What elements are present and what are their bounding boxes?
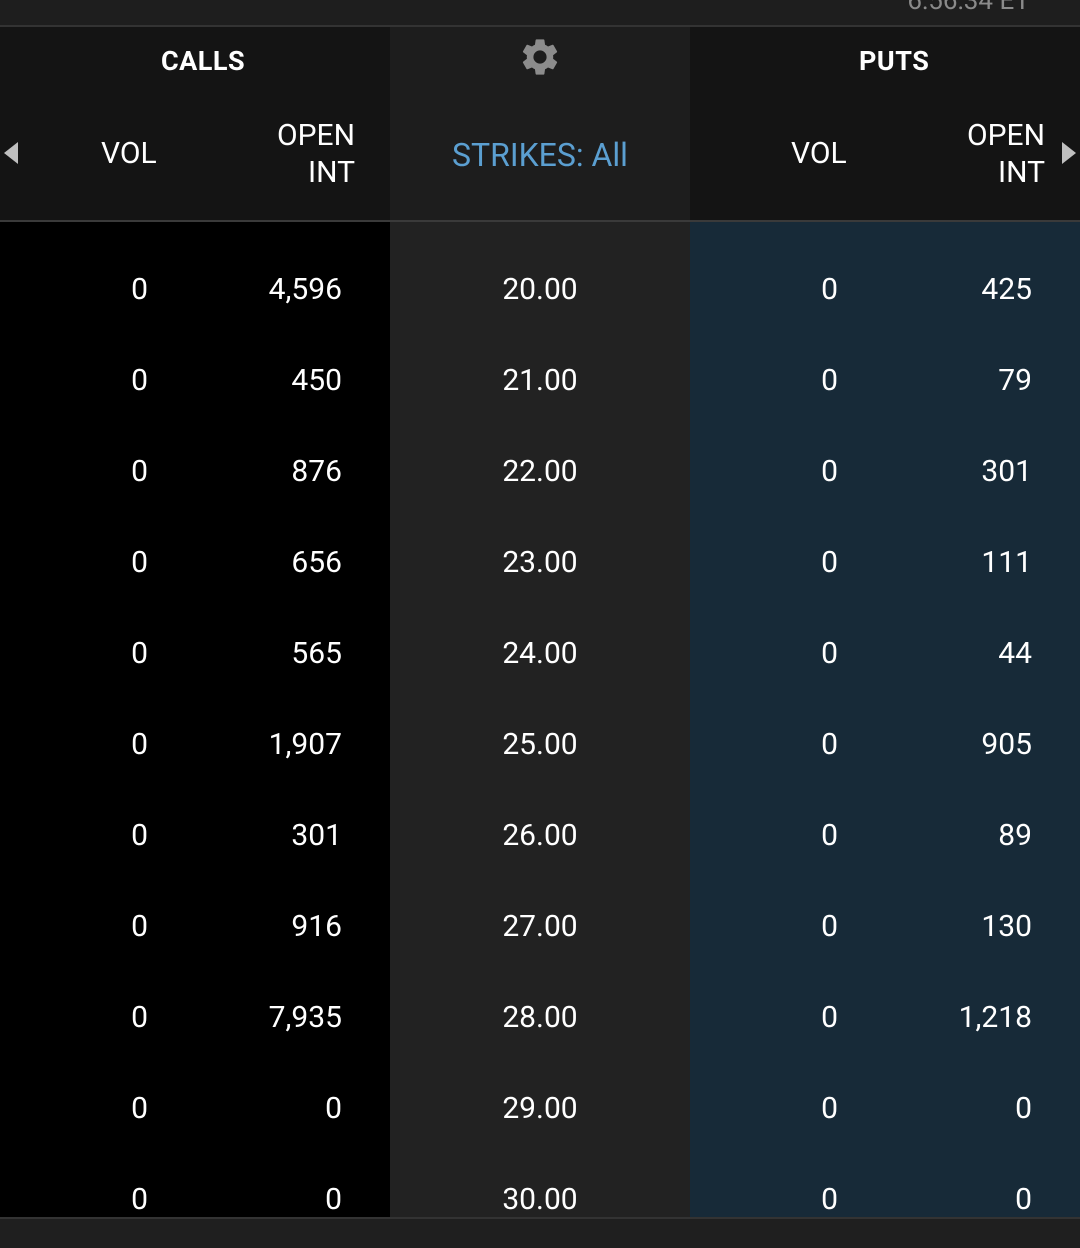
put-vol-cell: 0	[821, 818, 838, 853]
calls-open-int-header[interactable]: OPEN INT	[276, 118, 355, 190]
table-row[interactable]: 0 916 27.00 0 130	[0, 881, 1080, 972]
table-row[interactable]: 0 565 24.00 0 44	[0, 608, 1080, 699]
put-vol-cell: 0	[821, 545, 838, 580]
call-vol-cell: 0	[131, 545, 148, 580]
call-vol-cell: 0	[131, 1000, 148, 1035]
call-open-int-cell: 1,907	[268, 727, 342, 762]
calls-vol-header[interactable]: VOL	[101, 136, 157, 171]
call-open-int-cell: 656	[291, 545, 342, 580]
put-vol-cell: 0	[821, 363, 838, 398]
put-open-int-cell: 425	[981, 272, 1032, 307]
puts-open-int-header[interactable]: OPEN INT	[966, 118, 1045, 190]
call-vol-cell: 0	[131, 454, 148, 489]
puts-header: PUTS VOL OPEN INT	[690, 27, 1080, 222]
strike-cell: 25.00	[502, 727, 578, 762]
strike-cell: 23.00	[502, 545, 578, 580]
put-open-int-cell: 905	[981, 727, 1032, 762]
put-vol-cell: 0	[821, 727, 838, 762]
strike-cell: 27.00	[502, 909, 578, 944]
call-open-int-cell: 876	[291, 454, 342, 489]
call-vol-cell: 0	[131, 727, 148, 762]
scroll-right-arrow-icon[interactable]	[1062, 142, 1076, 164]
table-row[interactable]: 0 450 21.00 0 79	[0, 335, 1080, 426]
put-open-int-cell: 89	[998, 818, 1032, 853]
puts-vol-header[interactable]: VOL	[791, 136, 847, 171]
put-vol-cell: 0	[821, 909, 838, 944]
put-open-int-cell: 79	[998, 363, 1032, 398]
bottom-bar	[0, 1217, 1080, 1248]
call-vol-cell: 0	[131, 818, 148, 853]
strike-column-bg	[390, 27, 690, 1217]
put-vol-cell: 0	[821, 636, 838, 671]
calls-header: CALLS VOL OPEN INT	[0, 27, 390, 222]
table-row[interactable]: 0 876 22.00 0 301	[0, 426, 1080, 517]
strike-cell: 29.00	[502, 1091, 578, 1126]
call-open-int-cell: 450	[291, 363, 342, 398]
call-open-int-cell: 7,935	[268, 1000, 342, 1035]
call-vol-cell: 0	[131, 363, 148, 398]
gear-icon[interactable]	[518, 35, 562, 79]
strike-cell: 26.00	[502, 818, 578, 853]
table-row[interactable]: 0 301 26.00 0 89	[0, 790, 1080, 881]
status-bar: 6:56:34 ET	[0, 0, 1080, 27]
put-vol-cell: 0	[821, 1182, 838, 1217]
status-time: 6:56:34 ET	[907, 0, 1030, 16]
table-row[interactable]: 0 0 30.00 0 0	[0, 1154, 1080, 1245]
strike-cell: 22.00	[502, 454, 578, 489]
put-vol-cell: 0	[821, 1000, 838, 1035]
put-vol-cell: 0	[821, 454, 838, 489]
put-open-int-cell: 111	[981, 545, 1032, 580]
call-vol-cell: 0	[131, 272, 148, 307]
puts-column-bg	[690, 27, 1080, 1217]
put-open-int-cell: 0	[1015, 1091, 1032, 1126]
call-vol-cell: 0	[131, 909, 148, 944]
strike-cell: 30.00	[502, 1182, 578, 1217]
table-row[interactable]: 0 4,596 20.00 0 425	[0, 244, 1080, 335]
strikes-filter[interactable]: STRIKES: All	[452, 136, 628, 174]
table-row[interactable]: 0 656 23.00 0 111	[0, 517, 1080, 608]
strike-cell: 20.00	[502, 272, 578, 307]
call-open-int-cell: 565	[291, 636, 342, 671]
call-open-int-cell: 0	[325, 1182, 342, 1217]
strike-cell: 24.00	[502, 636, 578, 671]
table-row[interactable]: 0 7,935 28.00 0 1,218	[0, 972, 1080, 1063]
put-open-int-cell: 130	[981, 909, 1032, 944]
put-open-int-cell: 0	[1015, 1182, 1032, 1217]
calls-column-bg	[0, 27, 390, 1217]
put-open-int-cell: 301	[981, 454, 1032, 489]
call-open-int-cell: 0	[325, 1091, 342, 1126]
call-open-int-cell: 301	[291, 818, 342, 853]
put-vol-cell: 0	[821, 272, 838, 307]
call-vol-cell: 0	[131, 1182, 148, 1217]
strike-cell: 21.00	[502, 363, 578, 398]
call-vol-cell: 0	[131, 1091, 148, 1126]
table-row[interactable]: 0 0 29.00 0 0	[0, 1063, 1080, 1154]
calls-title: CALLS	[161, 45, 246, 77]
puts-title: PUTS	[859, 45, 930, 77]
scroll-left-arrow-icon[interactable]	[4, 142, 18, 164]
call-vol-cell: 0	[131, 636, 148, 671]
call-open-int-cell: 916	[291, 909, 342, 944]
put-open-int-cell: 1,218	[958, 1000, 1032, 1035]
put-open-int-cell: 44	[998, 636, 1032, 671]
call-open-int-cell: 4,596	[268, 272, 342, 307]
strike-cell: 28.00	[502, 1000, 578, 1035]
strike-header: STRIKES: All	[390, 27, 690, 222]
table-row[interactable]: 0 1,907 25.00 0 905	[0, 699, 1080, 790]
put-vol-cell: 0	[821, 1091, 838, 1126]
